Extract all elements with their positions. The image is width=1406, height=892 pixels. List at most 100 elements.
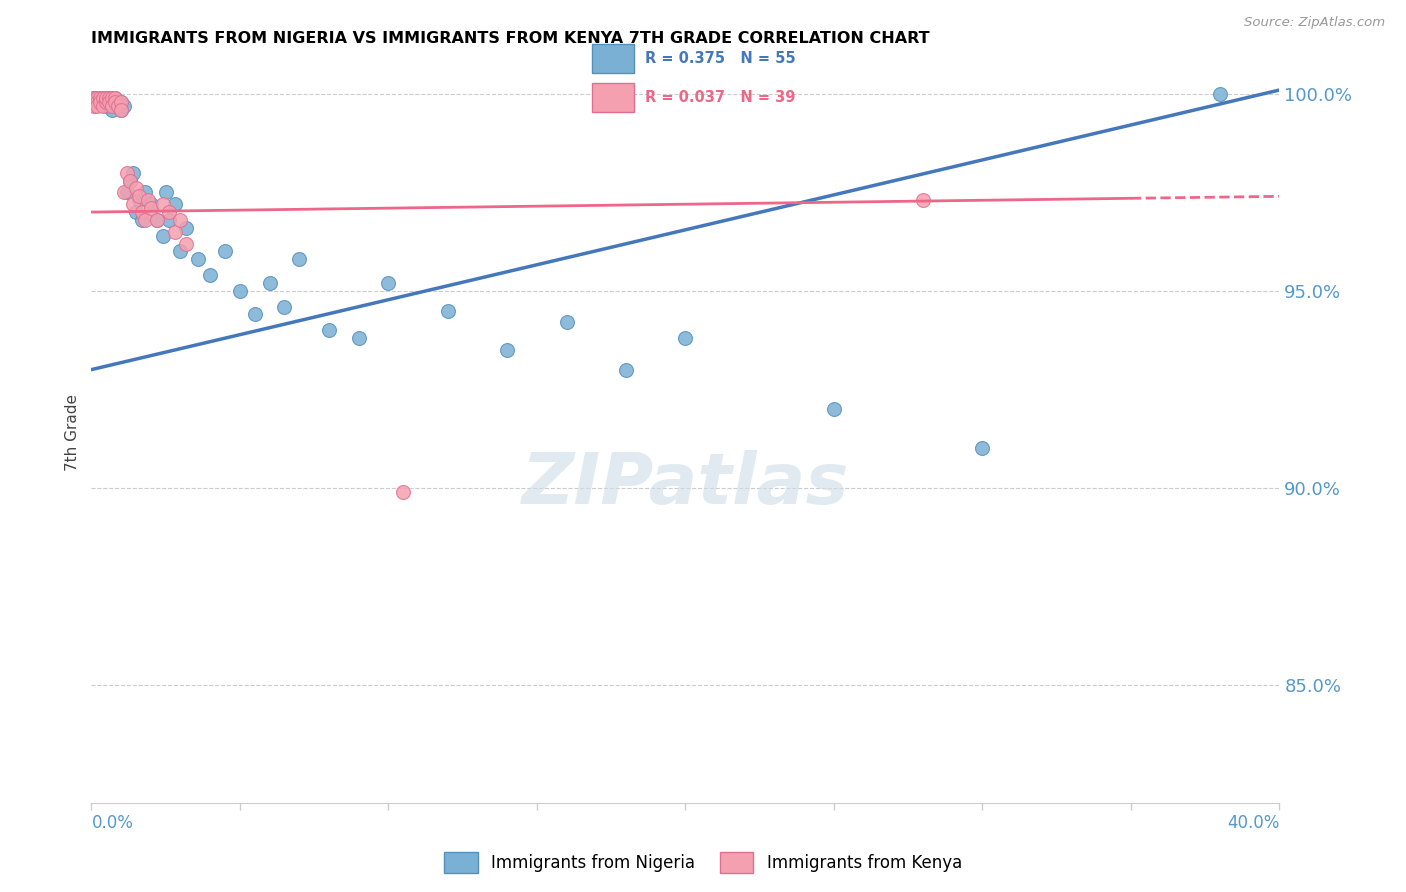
- Point: [436, 303, 458, 318]
- Point: [112, 186, 135, 200]
- Point: [89, 91, 111, 105]
- Point: [214, 244, 236, 259]
- Point: [614, 362, 637, 376]
- Text: 0.0%: 0.0%: [91, 814, 134, 831]
- Point: [155, 186, 177, 200]
- Point: [122, 166, 145, 180]
- Point: [157, 213, 180, 227]
- Point: [139, 197, 162, 211]
- Text: R = 0.375   N = 55: R = 0.375 N = 55: [645, 51, 796, 66]
- Point: [555, 315, 578, 329]
- Point: [118, 173, 141, 187]
- Point: [89, 95, 111, 109]
- Text: IMMIGRANTS FROM NIGERIA VS IMMIGRANTS FROM KENYA 7TH GRADE CORRELATION CHART: IMMIGRANTS FROM NIGERIA VS IMMIGRANTS FR…: [91, 31, 929, 46]
- Point: [163, 225, 186, 239]
- Point: [122, 197, 145, 211]
- Point: [83, 99, 105, 113]
- Point: [139, 201, 162, 215]
- Point: [107, 99, 129, 113]
- Point: [83, 95, 105, 109]
- Point: [176, 220, 198, 235]
- Point: [98, 99, 121, 113]
- Point: [176, 236, 198, 251]
- Point: [98, 91, 121, 105]
- Point: [128, 194, 150, 208]
- Text: ZIPatlas: ZIPatlas: [522, 450, 849, 519]
- Point: [89, 91, 111, 105]
- Point: [101, 95, 124, 109]
- Point: [110, 95, 132, 109]
- Point: [200, 268, 222, 282]
- Point: [112, 99, 135, 113]
- Y-axis label: 7th Grade: 7th Grade: [65, 394, 80, 471]
- Point: [101, 103, 124, 117]
- Point: [187, 252, 209, 267]
- Point: [823, 402, 845, 417]
- Point: [125, 181, 148, 195]
- Point: [96, 91, 118, 105]
- Point: [86, 91, 108, 105]
- Point: [496, 343, 519, 357]
- Point: [347, 331, 370, 345]
- Text: R = 0.037   N = 39: R = 0.037 N = 39: [645, 90, 796, 105]
- Point: [145, 213, 167, 227]
- Point: [101, 99, 124, 113]
- Point: [136, 194, 159, 208]
- Point: [131, 205, 153, 219]
- Point: [86, 91, 108, 105]
- Point: [131, 213, 153, 227]
- Point: [118, 173, 141, 187]
- Text: 40.0%: 40.0%: [1227, 814, 1279, 831]
- Point: [972, 442, 994, 456]
- Point: [134, 186, 156, 200]
- Point: [98, 95, 121, 109]
- Text: Source: ZipAtlas.com: Source: ZipAtlas.com: [1244, 16, 1385, 29]
- Point: [125, 205, 148, 219]
- Point: [115, 166, 138, 180]
- Point: [96, 95, 118, 109]
- Point: [273, 300, 295, 314]
- Point: [91, 95, 114, 109]
- Point: [392, 484, 415, 499]
- Point: [911, 194, 934, 208]
- Point: [110, 103, 132, 117]
- Point: [101, 91, 124, 105]
- Point: [86, 95, 108, 109]
- FancyBboxPatch shape: [592, 44, 634, 73]
- Point: [91, 91, 114, 105]
- Point: [152, 228, 174, 243]
- Point: [128, 189, 150, 203]
- Point: [152, 197, 174, 211]
- Point: [169, 213, 191, 227]
- Point: [145, 213, 167, 227]
- Point: [104, 91, 127, 105]
- Point: [91, 91, 114, 105]
- FancyBboxPatch shape: [592, 83, 634, 112]
- Point: [377, 276, 399, 290]
- Point: [288, 252, 311, 267]
- Point: [86, 99, 108, 113]
- Point: [259, 276, 281, 290]
- Legend: Immigrants from Nigeria, Immigrants from Kenya: Immigrants from Nigeria, Immigrants from…: [437, 846, 969, 880]
- Point: [318, 323, 340, 337]
- Point: [83, 91, 105, 105]
- Point: [104, 91, 127, 105]
- Point: [673, 331, 696, 345]
- Point: [110, 95, 132, 109]
- Point: [91, 99, 114, 113]
- Point: [86, 91, 108, 105]
- Point: [96, 91, 118, 105]
- Point: [134, 213, 156, 227]
- Point: [89, 95, 111, 109]
- Point: [83, 91, 105, 105]
- Point: [157, 205, 180, 219]
- Point: [1209, 87, 1232, 101]
- Point: [243, 308, 266, 322]
- Point: [98, 91, 121, 105]
- Point: [104, 95, 127, 109]
- Point: [169, 244, 191, 259]
- Point: [96, 99, 118, 113]
- Point: [86, 95, 108, 109]
- Point: [115, 186, 138, 200]
- Point: [229, 284, 252, 298]
